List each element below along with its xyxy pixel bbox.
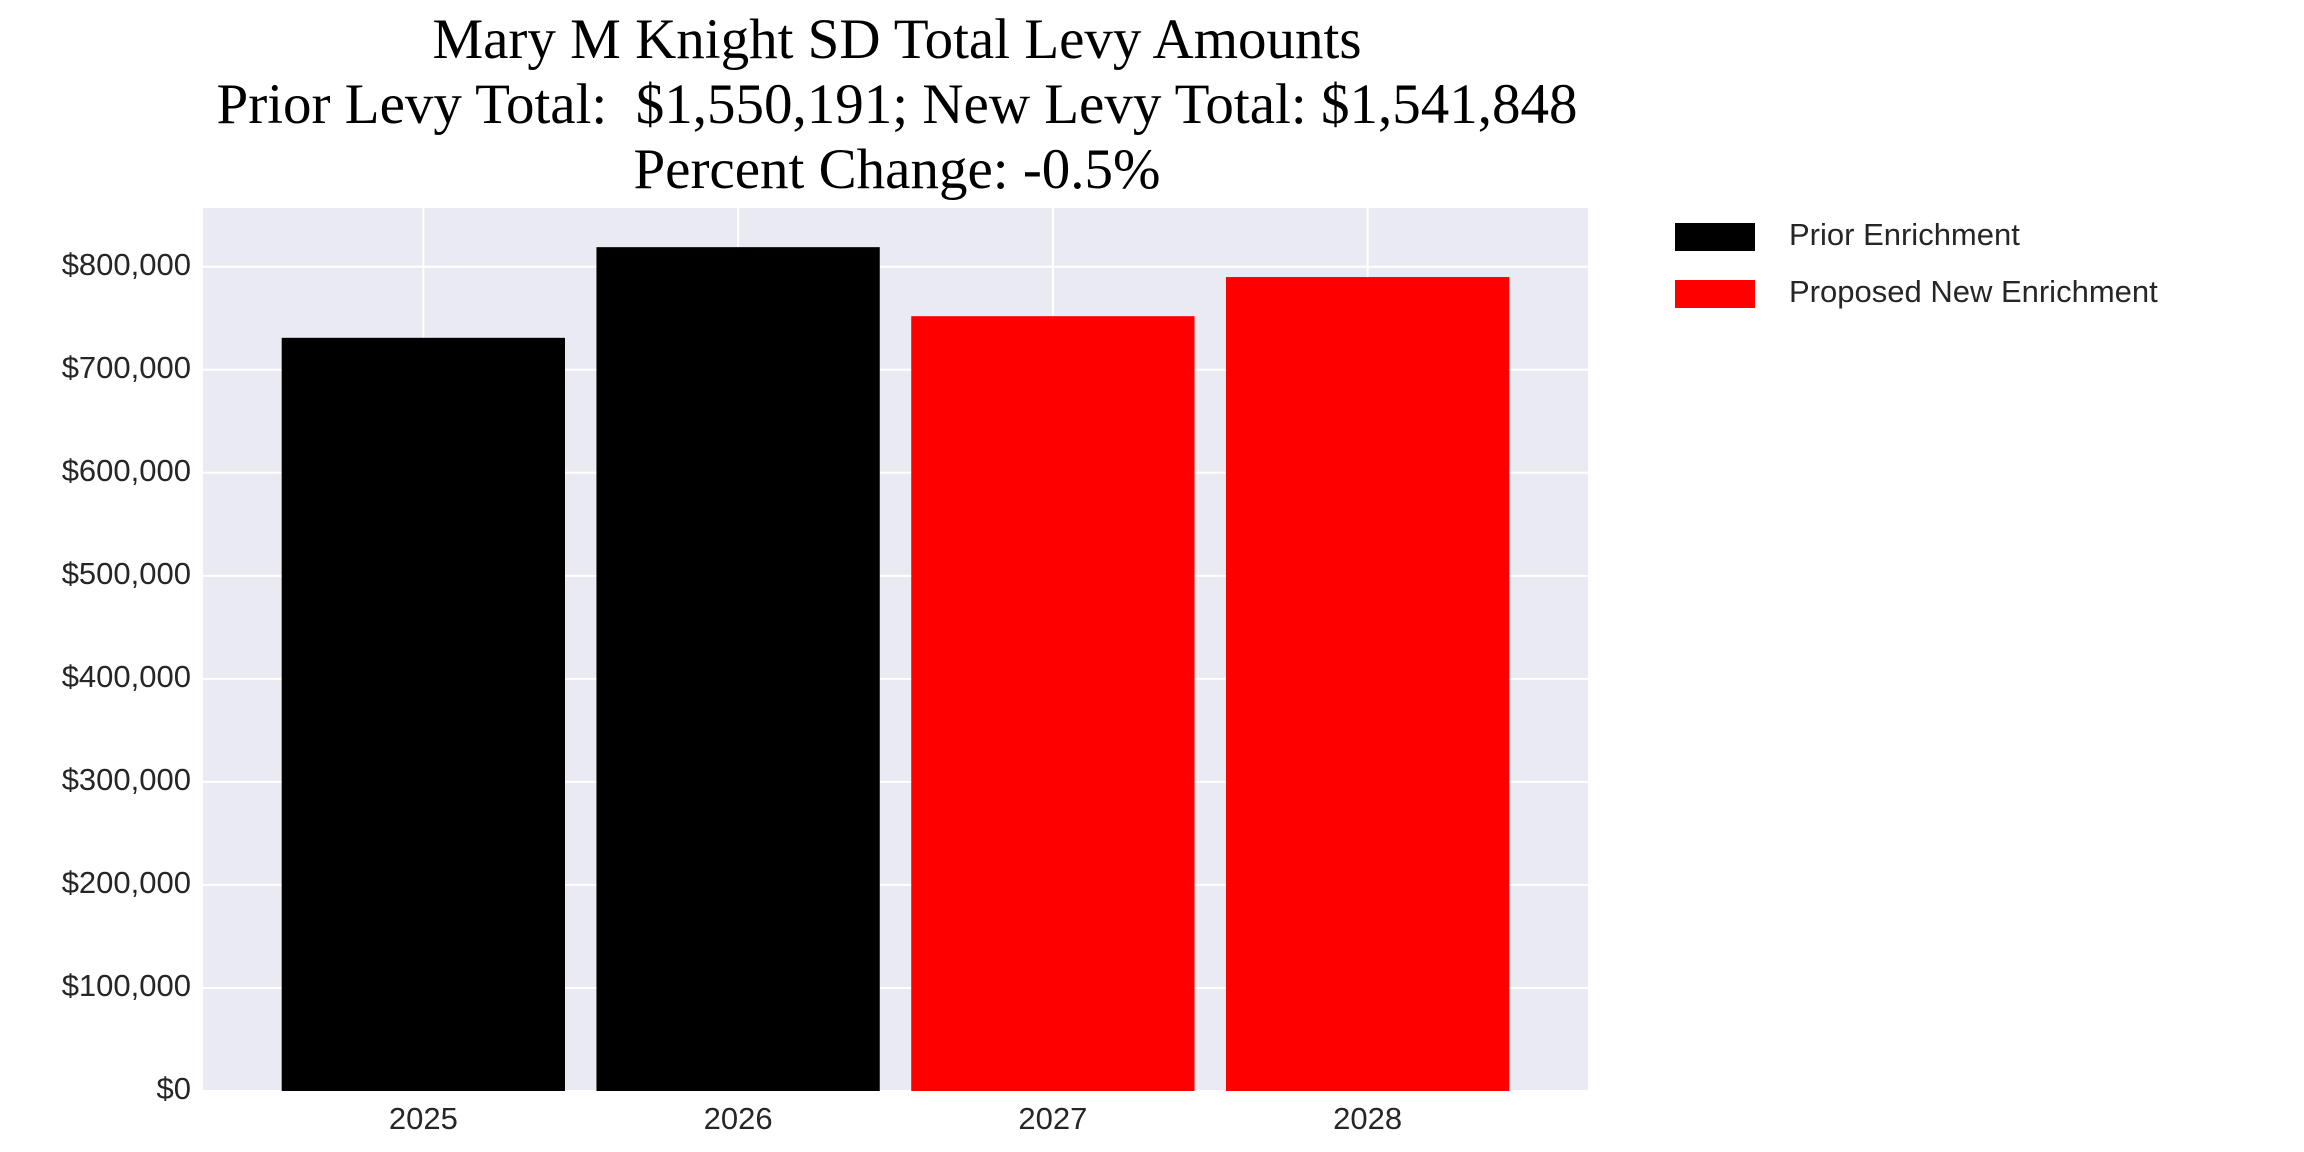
y-tick-label: $800,000 — [62, 247, 191, 282]
bar — [911, 316, 1195, 1091]
legend-swatch — [1675, 223, 1755, 251]
bar — [1226, 277, 1510, 1091]
bar — [596, 247, 880, 1092]
y-tick-label: $400,000 — [62, 659, 191, 694]
chart-subtitle: Percent Change: -0.5% — [633, 138, 1160, 201]
chart-subtitle: Prior Levy Total: $1,550,191; New Levy T… — [217, 73, 1578, 136]
y-tick-label: $0 — [157, 1071, 191, 1106]
x-tick-label: 2027 — [1018, 1101, 1087, 1136]
x-tick-label: 2028 — [1333, 1101, 1402, 1136]
legend-label: Prior Enrichment — [1789, 217, 2020, 252]
y-tick-label: $100,000 — [62, 968, 191, 1003]
y-tick-label: $700,000 — [62, 350, 191, 385]
x-tick-label: 2025 — [389, 1101, 458, 1136]
y-tick-label: $500,000 — [62, 556, 191, 591]
chart-title: Mary M Knight SD Total Levy Amounts — [432, 8, 1361, 71]
y-tick-label: $600,000 — [62, 453, 191, 488]
legend-swatch — [1675, 280, 1755, 308]
y-tick-label: $200,000 — [62, 865, 191, 900]
x-tick-label: 2026 — [704, 1101, 773, 1136]
y-tick-label: $300,000 — [62, 762, 191, 797]
bar — [281, 337, 565, 1091]
legend-label: Proposed New Enrichment — [1789, 274, 2158, 309]
